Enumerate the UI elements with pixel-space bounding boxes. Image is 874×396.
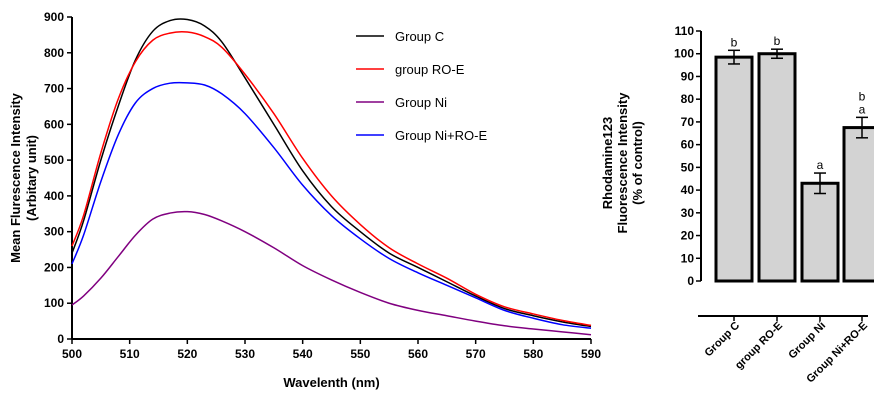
y-tick-label: 300 — [44, 225, 64, 239]
y-tick-label: 70 — [681, 115, 695, 129]
y-tick-label: 50 — [681, 160, 695, 174]
x-tick-label: 560 — [408, 347, 428, 361]
y-tick-label: 500 — [44, 153, 64, 167]
y-tick-label: 200 — [44, 260, 64, 274]
y-tick-label: 110 — [675, 24, 695, 38]
x-tick-label: 530 — [235, 347, 255, 361]
y-tick-label: 0 — [57, 332, 64, 346]
x-axis-title: Wavelenth (nm) — [283, 375, 379, 390]
significance-label: b — [731, 35, 738, 49]
significance-label: b — [774, 34, 781, 48]
x-tick-label: Group C — [703, 320, 743, 360]
y-tick-label: 700 — [44, 82, 64, 96]
y-tick-label: 800 — [44, 46, 64, 60]
y-tick-label: 20 — [681, 229, 695, 243]
series-line — [71, 81, 592, 330]
y-axis-title: Fluorescence Intensity — [615, 92, 630, 234]
legend-label: Group C — [395, 29, 444, 44]
bar — [757, 52, 797, 283]
x-tick-label: 570 — [466, 347, 486, 361]
y-tick-label: 400 — [44, 189, 64, 203]
x-tick-label: 590 — [581, 347, 601, 361]
y-tick-label: 900 — [44, 10, 64, 24]
x-tick-label: 520 — [177, 347, 197, 361]
y-tick-label: 10 — [681, 251, 695, 265]
y-axis-title: Rhodamine123 — [600, 117, 615, 209]
x-tick-label: 500 — [62, 347, 82, 361]
bar — [800, 181, 840, 283]
significance-label: b — [859, 89, 866, 103]
significance-label: a — [817, 158, 824, 172]
y-tick-label: 80 — [681, 92, 695, 106]
series-line — [71, 30, 592, 327]
y-tick-label: 40 — [681, 183, 695, 197]
y-tick-label: 90 — [681, 69, 695, 83]
legend-label: group RO-E — [395, 62, 465, 77]
y-tick-label: 100 — [44, 296, 64, 310]
bar — [842, 126, 874, 283]
y-tick-label: 60 — [681, 138, 695, 152]
y-axis-title: (Arbitary unit) — [24, 135, 39, 221]
series-line — [71, 210, 592, 336]
significance-label: a — [859, 102, 866, 116]
y-tick-label: 0 — [687, 274, 694, 288]
legend-label: Group Ni — [395, 95, 447, 110]
bar — [714, 55, 754, 283]
x-tick-label: 540 — [293, 347, 313, 361]
y-axis-title: Mean Flurescence Intensity — [8, 92, 23, 263]
y-tick-label: 100 — [674, 47, 694, 61]
line-chart: 0 100 200 300 400 500 600 700 800 900 500 510 520 530… — [8, 10, 601, 390]
x-tick-label: Group Ni — [786, 320, 828, 362]
x-tick-label: 580 — [523, 347, 543, 361]
bar-chart: 0 10 20 30 40 50 60 70 80 90 100 110 Rhodamine123 Flu… — [600, 24, 874, 385]
x-tick-label: 550 — [350, 347, 370, 361]
y-axis-title: (% of control) — [630, 121, 645, 205]
y-tick-label: 600 — [44, 117, 64, 131]
y-tick-label: 30 — [681, 206, 695, 220]
x-tick-label: 510 — [120, 347, 140, 361]
legend-label: Group Ni+RO-E — [395, 128, 487, 143]
